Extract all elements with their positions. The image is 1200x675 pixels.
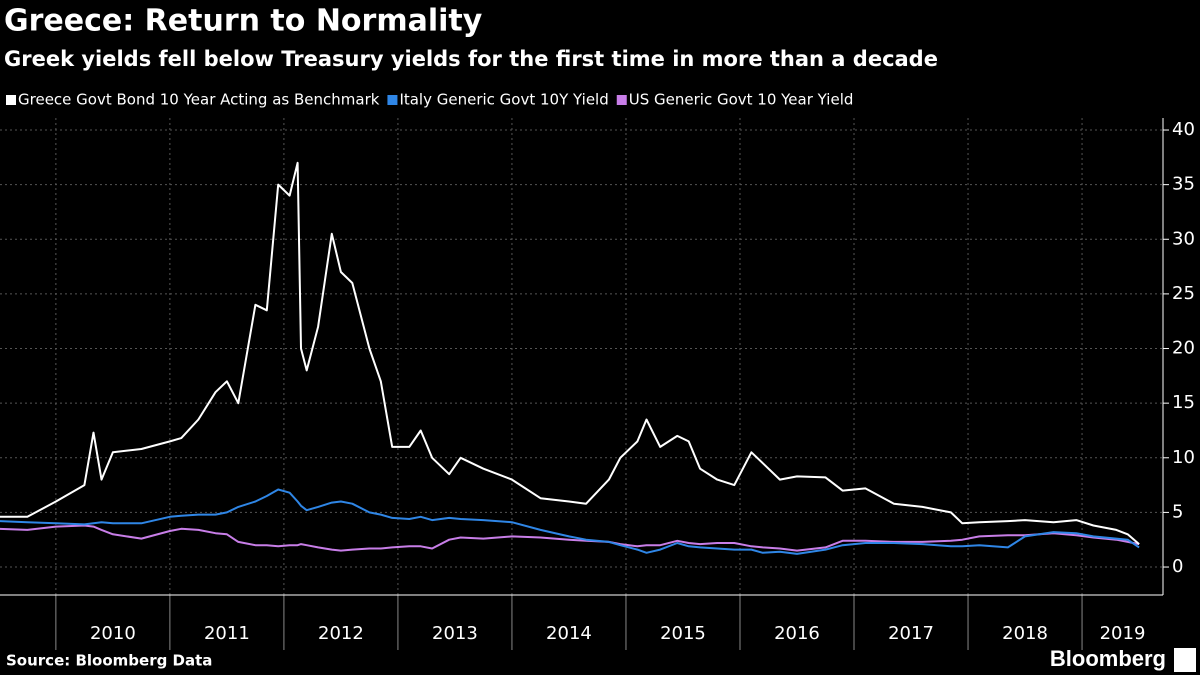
x-tick-label: 2018 xyxy=(1002,623,1048,644)
legend-label: Greece Govt Bond 10 Year Acting as Bench… xyxy=(18,91,380,109)
y-tick-label: 10 xyxy=(1172,447,1195,468)
x-tick-label: 2014 xyxy=(546,623,592,644)
y-tick-label: 0 xyxy=(1172,556,1183,577)
line-series xyxy=(0,488,1140,555)
x-tick-label: 2013 xyxy=(432,623,478,644)
legend-swatch xyxy=(616,95,627,105)
x-tick-label: 2015 xyxy=(660,623,706,644)
x-tick-label: 2010 xyxy=(90,623,136,644)
x-tick-label: 2017 xyxy=(888,623,934,644)
y-tick-label: 40 xyxy=(1172,119,1195,140)
x-tick-label: 2012 xyxy=(318,623,364,644)
chart-title: Greece: Return to Normality xyxy=(4,4,483,39)
y-tick-label: 20 xyxy=(1172,338,1195,359)
line-series xyxy=(0,524,1140,552)
x-tick-label: 2011 xyxy=(204,623,250,644)
legend-label: Italy Generic Govt 10Y Yield xyxy=(399,91,608,109)
source: Source: Bloomberg Data xyxy=(6,652,212,670)
y-tick-label: 30 xyxy=(1172,228,1195,249)
brand-logo xyxy=(1174,648,1196,672)
y-tick-label: 5 xyxy=(1172,501,1183,522)
brand: Bloomberg xyxy=(1050,646,1166,671)
y-tick-label: 15 xyxy=(1172,392,1195,413)
legend-swatch xyxy=(6,95,16,105)
x-tick-label: 2019 xyxy=(1100,623,1146,644)
line-series xyxy=(0,161,1140,545)
chart-subtitle: Greek yields fell below Treasury yields … xyxy=(4,47,938,71)
legend-swatch xyxy=(387,95,398,105)
legend-label: US Generic Govt 10 Year Yield xyxy=(629,91,854,109)
y-tick-label: 35 xyxy=(1172,174,1195,195)
y-tick-label: 25 xyxy=(1172,283,1195,304)
x-tick-label: 2016 xyxy=(774,623,820,644)
